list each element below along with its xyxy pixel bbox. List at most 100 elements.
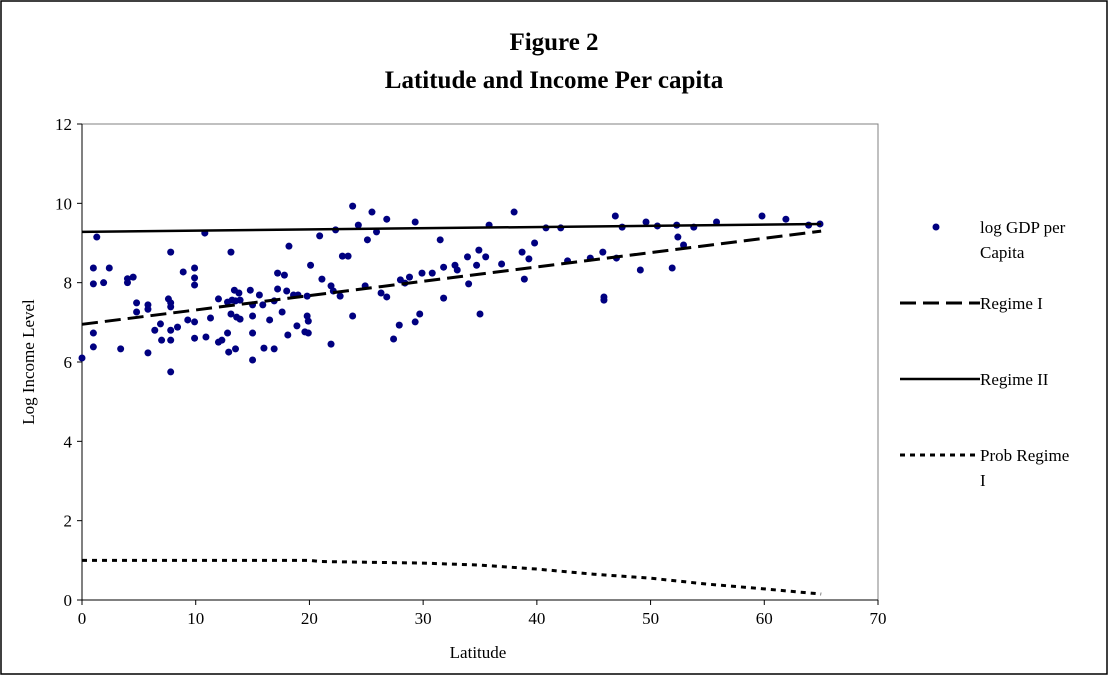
- legend-label: Prob Regime I: [980, 446, 1070, 490]
- data-point: [293, 322, 301, 330]
- data-point: [758, 212, 766, 220]
- x-tick-label: 70: [870, 609, 887, 628]
- data-point: [156, 320, 164, 328]
- data-point: [246, 286, 254, 294]
- data-point: [440, 263, 448, 271]
- data-point: [249, 312, 257, 320]
- data-point: [89, 280, 97, 288]
- data-point: [270, 345, 278, 353]
- data-point: [395, 321, 403, 329]
- y-tick-label: 12: [55, 115, 72, 134]
- y-tick-label: 10: [55, 194, 72, 213]
- data-point: [642, 218, 650, 226]
- data-point: [336, 292, 344, 300]
- x-tick-label: 0: [78, 609, 87, 628]
- data-point: [260, 344, 268, 352]
- data-point: [259, 301, 267, 309]
- data-point: [510, 208, 518, 216]
- data-point: [206, 314, 214, 322]
- data-point: [167, 368, 175, 376]
- data-point: [249, 356, 257, 364]
- data-point: [428, 269, 436, 277]
- data-point: [475, 246, 483, 254]
- data-point: [232, 345, 240, 353]
- data-point: [338, 252, 346, 260]
- data-point: [525, 255, 533, 263]
- data-point: [167, 248, 175, 256]
- data-point: [674, 233, 682, 241]
- data-point: [782, 215, 790, 223]
- data-point: [283, 287, 291, 295]
- data-point: [191, 274, 199, 282]
- data-point: [518, 248, 526, 256]
- data-point: [476, 310, 484, 318]
- y-tick-label: 8: [64, 274, 73, 293]
- data-point: [363, 236, 371, 244]
- x-tick-label: 30: [415, 609, 432, 628]
- data-point: [304, 317, 312, 325]
- y-axis-label: Log Income Level: [19, 299, 38, 425]
- data-point: [520, 275, 528, 283]
- data-point: [482, 253, 490, 261]
- data-point: [191, 281, 199, 289]
- data-point: [274, 269, 282, 277]
- data-point: [191, 318, 199, 326]
- data-point: [123, 279, 131, 287]
- x-tick-label: 60: [756, 609, 773, 628]
- data-point: [368, 208, 376, 216]
- data-point: [249, 329, 257, 337]
- data-point: [218, 336, 226, 344]
- data-point: [668, 264, 676, 272]
- data-point: [600, 296, 608, 304]
- data-point: [377, 289, 385, 297]
- data-point: [224, 329, 232, 337]
- data-point: [151, 326, 159, 334]
- data-point: [236, 296, 244, 304]
- chart-subtitle: Latitude and Income Per capita: [385, 67, 724, 94]
- data-point: [599, 248, 607, 256]
- data-point: [78, 354, 86, 362]
- series-line: [81, 229, 822, 326]
- data-point: [463, 253, 471, 261]
- data-point: [465, 280, 473, 288]
- data-point: [307, 261, 315, 269]
- data-point: [344, 252, 352, 260]
- legend-label: Regime I: [980, 294, 1043, 313]
- x-axis-label: Latitude: [450, 643, 507, 662]
- data-point: [383, 293, 391, 301]
- legend-label: log GDP per Capita: [980, 218, 1066, 262]
- data-point: [349, 312, 357, 320]
- data-point: [227, 248, 235, 256]
- data-point: [453, 266, 461, 274]
- data-point: [158, 336, 166, 344]
- series-line: [81, 222, 822, 234]
- data-point: [133, 299, 141, 307]
- data-point: [174, 323, 182, 331]
- data-point: [117, 345, 125, 353]
- data-point: [255, 291, 263, 299]
- data-point: [354, 221, 362, 229]
- data-point: [225, 348, 233, 356]
- y-tick-label: 4: [64, 432, 73, 451]
- data-point: [390, 335, 398, 343]
- data-point: [373, 228, 381, 236]
- data-point: [713, 218, 721, 226]
- y-tick-label: 6: [64, 353, 73, 372]
- data-point: [105, 264, 113, 272]
- data-point: [167, 336, 175, 344]
- data-point: [227, 310, 235, 318]
- data-point: [436, 236, 444, 244]
- data-point: [285, 242, 293, 250]
- data-point: [266, 316, 274, 324]
- data-point: [144, 349, 152, 357]
- data-point: [214, 295, 222, 303]
- x-tick-label: 10: [187, 609, 204, 628]
- data-point: [93, 233, 101, 241]
- data-point: [278, 308, 286, 316]
- chart-title: Figure 2: [509, 29, 598, 56]
- data-point: [411, 318, 419, 326]
- legend-marker: [932, 223, 940, 231]
- data-point: [179, 268, 187, 276]
